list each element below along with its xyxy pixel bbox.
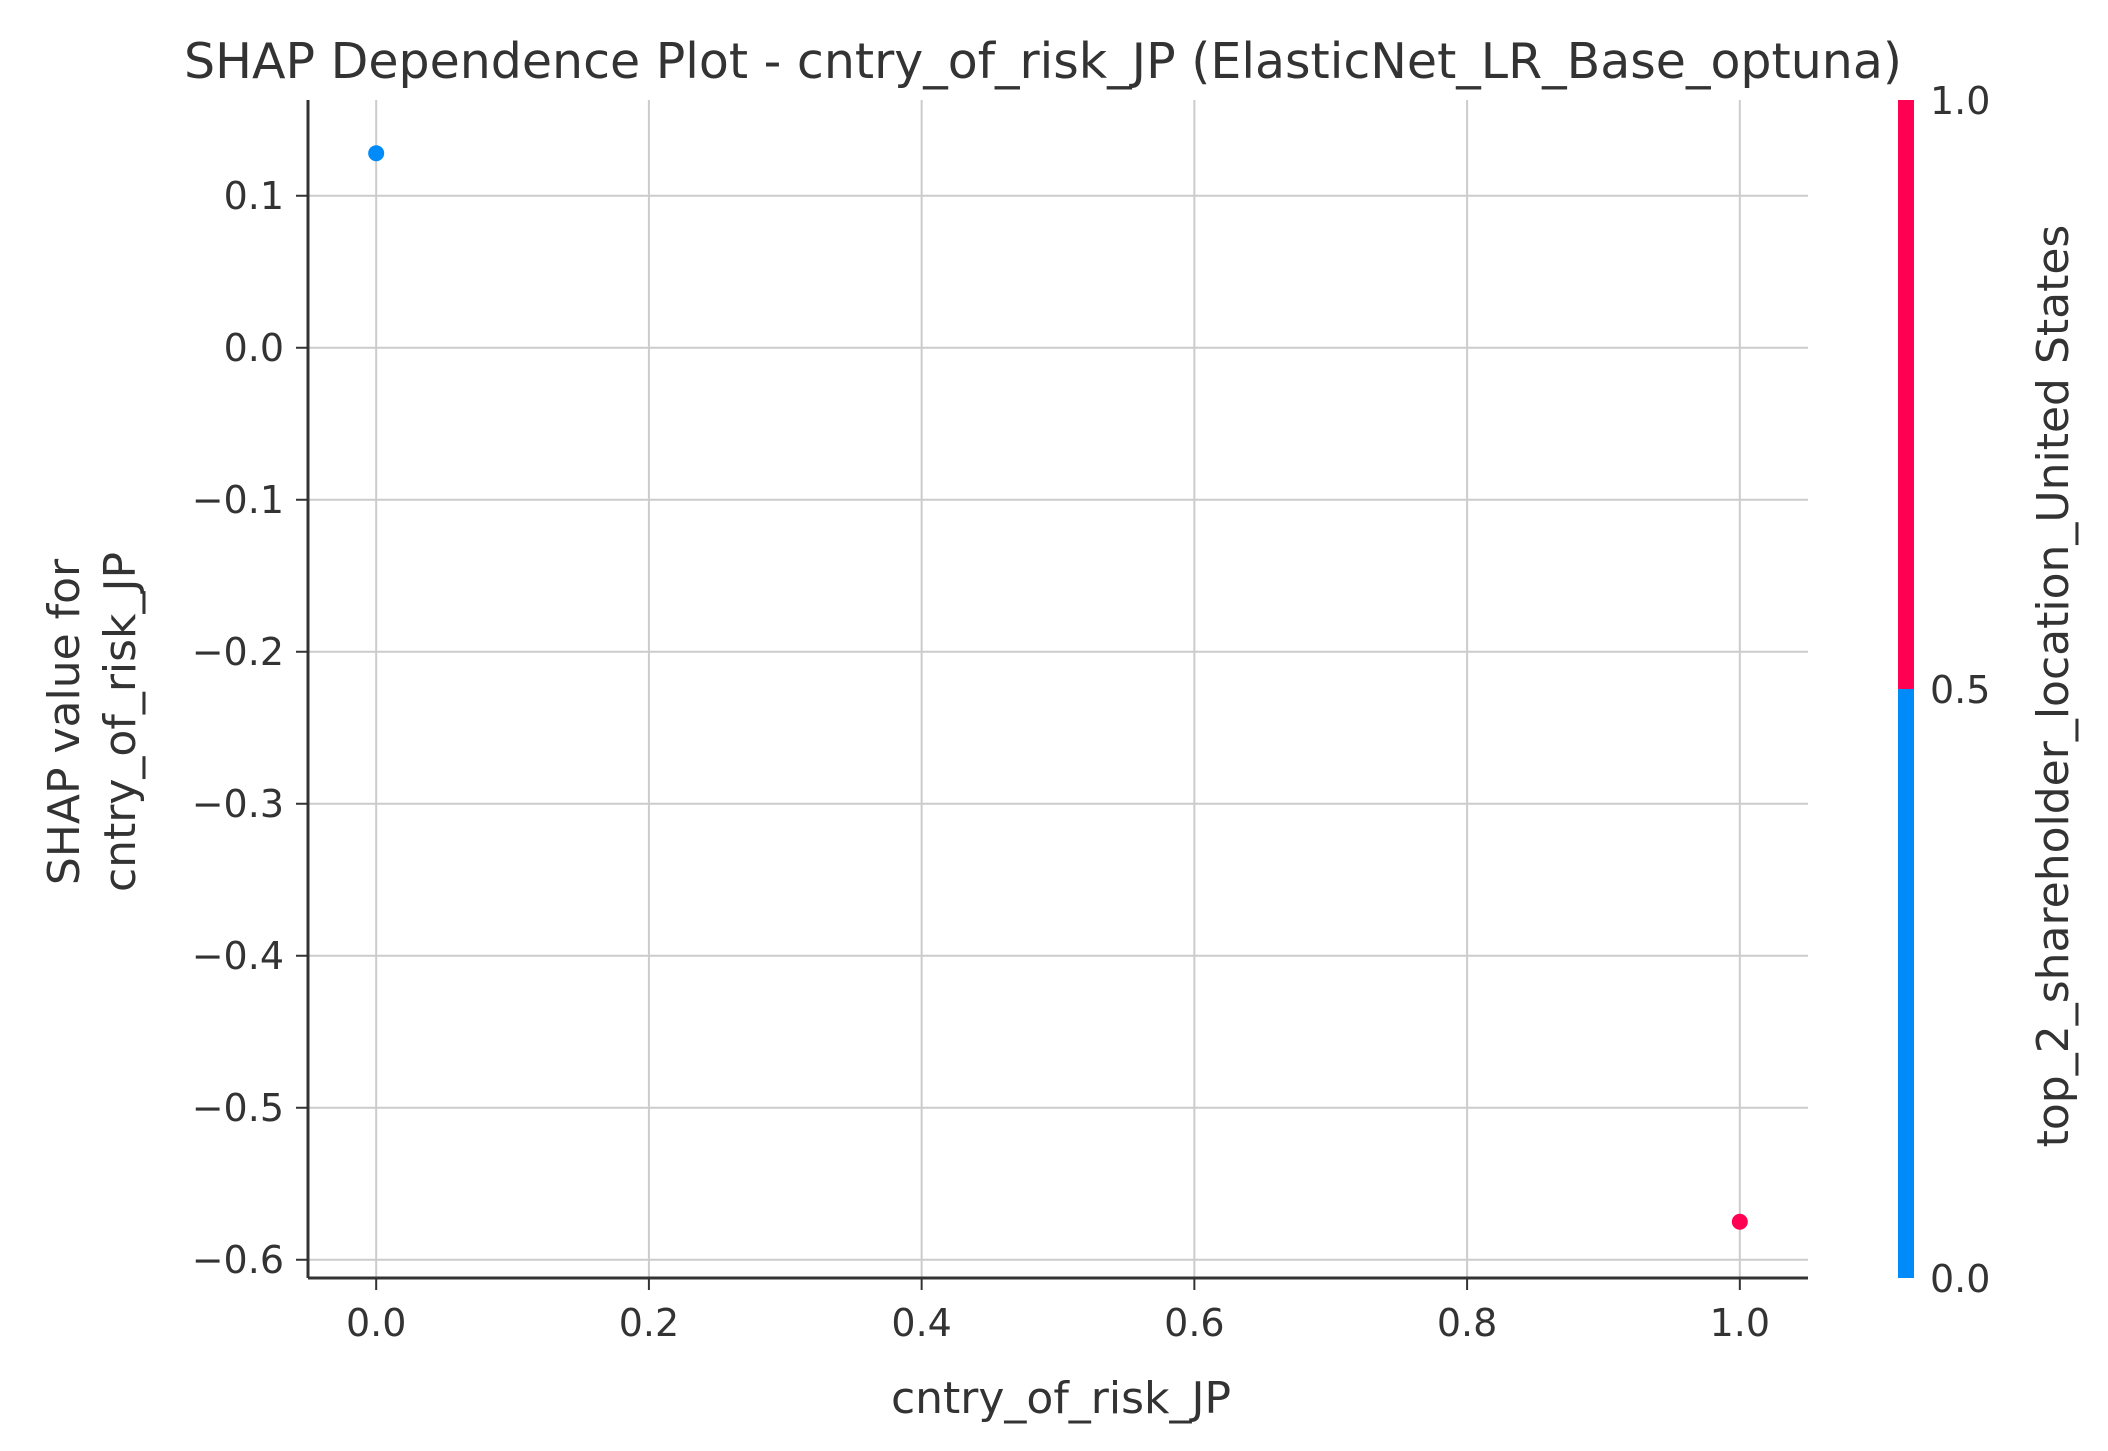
y-tick-label: 0.0 — [224, 326, 284, 370]
colorbar-high-segment — [1898, 100, 1914, 689]
x-axis-ticks: 0.0 0.2 0.4 0.6 0.8 1.0 — [346, 1278, 1770, 1345]
x-tick-label: 0.4 — [891, 1301, 951, 1345]
y-axis-label-line-1: SHAP value for — [39, 558, 90, 885]
colorbar-tick-label: 1.0 — [1930, 79, 1990, 123]
x-tick-label: 0.2 — [619, 1301, 679, 1345]
x-tick-label: 0.0 — [346, 1301, 406, 1345]
scatter-point — [368, 145, 385, 162]
colorbar-label-text: top_2_shareholder_location_United States — [2028, 225, 2079, 1148]
scatter-points — [368, 145, 1748, 1230]
x-tick-label: 1.0 — [1710, 1301, 1770, 1345]
y-tick-label: −0.4 — [192, 934, 284, 978]
grid-lines — [308, 100, 1808, 1278]
y-tick-label: −0.5 — [192, 1086, 284, 1130]
scatter-point — [1731, 1213, 1748, 1230]
y-tick-label: −0.3 — [192, 782, 284, 826]
chart-title: SHAP Dependence Plot - cntry_of_risk_JP … — [184, 33, 1902, 90]
x-tick-label: 0.6 — [1164, 1301, 1224, 1345]
y-tick-label: −0.2 — [192, 630, 284, 674]
x-axis-label: cntry_of_risk_JP — [891, 1373, 1231, 1424]
x-tick-label: 0.8 — [1437, 1301, 1497, 1345]
y-axis-ticks: 0.1 0.0 −0.1 −0.2 −0.3 −0.4 −0.5 −0.6 — [192, 174, 308, 1282]
colorbar: 0.0 0.5 1.0 — [1898, 79, 1990, 1301]
y-axis-label-line-2: cntry_of_risk_JP — [95, 552, 146, 892]
colorbar-tick-label: 0.5 — [1930, 668, 1990, 712]
y-tick-label: −0.6 — [192, 1238, 284, 1282]
y-tick-label: −0.1 — [192, 478, 284, 522]
y-axis-label: SHAP value for cntry_of_risk_JP — [39, 552, 146, 892]
axes — [306, 100, 1808, 1280]
y-tick-label: 0.1 — [224, 174, 284, 218]
colorbar-label: top_2_shareholder_location_United States — [2028, 225, 2079, 1148]
colorbar-tick-label: 0.0 — [1930, 1257, 1990, 1301]
colorbar-low-segment — [1898, 689, 1914, 1278]
